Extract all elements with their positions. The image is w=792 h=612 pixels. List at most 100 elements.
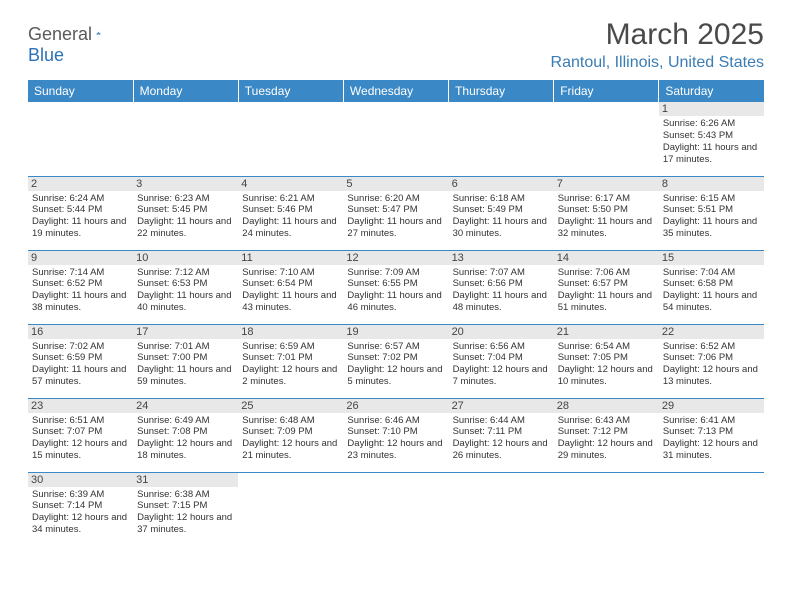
weekday-header: Monday	[133, 80, 238, 102]
day-details: Sunrise: 6:20 AMSunset: 5:47 PMDaylight:…	[347, 193, 444, 241]
day-number: 6	[449, 177, 554, 191]
calendar-day-cell: 13Sunrise: 7:07 AMSunset: 6:56 PMDayligh…	[449, 250, 554, 324]
day-details: Sunrise: 7:10 AMSunset: 6:54 PMDaylight:…	[242, 267, 339, 315]
calendar-day-cell: 12Sunrise: 7:09 AMSunset: 6:55 PMDayligh…	[343, 250, 448, 324]
calendar-day-cell: 28 Sunrise: 6:43 AMSunset: 7:12 PMDayligh…	[554, 398, 659, 472]
weekday-header: Friday	[554, 80, 659, 102]
calendar-day-cell: 25 Sunrise: 6:48 AMSunset: 7:09 PMDayligh…	[238, 398, 343, 472]
page-title: March 2025	[551, 18, 764, 52]
day-number: 29	[659, 399, 764, 413]
weekday-header: Saturday	[659, 80, 764, 102]
calendar-day-cell: 19 Sunrise: 6:57 AMSunset: 7:02 PMDayligh…	[343, 324, 448, 398]
calendar-day-cell: 16 Sunrise: 7:02 AMSunset: 6:59 PMDayligh…	[28, 324, 133, 398]
calendar-week-row: 9 Sunrise: 7:14 AMSunset: 6:52 PMDaylight…	[28, 250, 764, 324]
calendar-day-cell: 26 Sunrise: 6:46 AMSunset: 7:10 PMDayligh…	[343, 398, 448, 472]
calendar-day-cell	[238, 472, 343, 546]
day-number: 18	[238, 325, 343, 339]
day-number: 27	[449, 399, 554, 413]
day-number: 17	[133, 325, 238, 339]
calendar-day-cell: 17 Sunrise: 7:01 AMSunset: 7:00 PMDayligh…	[133, 324, 238, 398]
calendar-day-cell: 6 Sunrise: 6:18 AMSunset: 5:49 PMDaylight…	[449, 176, 554, 250]
day-details: Sunrise: 6:26 AMSunset: 5:43 PMDaylight:…	[663, 118, 760, 166]
calendar-day-cell: 20 Sunrise: 6:56 AMSunset: 7:04 PMDayligh…	[449, 324, 554, 398]
calendar-day-cell: 24 Sunrise: 6:49 AMSunset: 7:08 PMDayligh…	[133, 398, 238, 472]
day-details: Sunrise: 6:56 AMSunset: 7:04 PMDaylight:…	[453, 341, 550, 389]
day-details: Sunrise: 6:23 AMSunset: 5:45 PMDaylight:…	[137, 193, 234, 241]
logo-swoosh-icon	[96, 24, 102, 42]
day-details: Sunrise: 6:41 AMSunset: 7:13 PMDaylight:…	[663, 415, 760, 463]
calendar-day-cell: 23Sunrise: 6:51 AMSunset: 7:07 PMDayligh…	[28, 398, 133, 472]
day-details: Sunrise: 7:04 AMSunset: 6:58 PMDaylight:…	[663, 267, 760, 315]
calendar-day-cell	[28, 102, 133, 176]
calendar-day-cell	[554, 472, 659, 546]
calendar-day-cell: 18Sunrise: 6:59 AMSunset: 7:01 PMDayligh…	[238, 324, 343, 398]
day-number: 10	[133, 251, 238, 265]
day-details: Sunrise: 6:57 AMSunset: 7:02 PMDaylight:…	[347, 341, 444, 389]
day-details: Sunrise: 6:18 AMSunset: 5:49 PMDaylight:…	[453, 193, 550, 241]
header: General March 2025 Rantoul, Illinois, Un…	[28, 18, 764, 72]
day-number: 14	[554, 251, 659, 265]
calendar-day-cell: 11 Sunrise: 7:10 AMSunset: 6:54 PMDayligh…	[238, 250, 343, 324]
day-details: Sunrise: 7:02 AMSunset: 6:59 PMDaylight:…	[32, 341, 129, 389]
day-number: 11	[238, 251, 343, 265]
day-number: 3	[133, 177, 238, 191]
day-number: 23	[28, 399, 133, 413]
day-number: 19	[343, 325, 448, 339]
day-number: 28	[554, 399, 659, 413]
calendar-week-row: 1 Sunrise: 6:26 AMSunset: 5:43 PMDaylight…	[28, 102, 764, 176]
calendar-day-cell: 30 Sunrise: 6:39 AMSunset: 7:14 PMDayligh…	[28, 472, 133, 546]
day-number: 30	[28, 473, 133, 487]
calendar-day-cell: 1 Sunrise: 6:26 AMSunset: 5:43 PMDaylight…	[659, 102, 764, 176]
day-details: Sunrise: 6:38 AMSunset: 7:15 PMDaylight:…	[137, 489, 234, 537]
calendar-day-cell: 7 Sunrise: 6:17 AMSunset: 5:50 PMDaylight…	[554, 176, 659, 250]
calendar-day-cell: 5Sunrise: 6:20 AMSunset: 5:47 PMDaylight…	[343, 176, 448, 250]
calendar-day-cell: 10Sunrise: 7:12 AMSunset: 6:53 PMDayligh…	[133, 250, 238, 324]
calendar-day-cell	[343, 102, 448, 176]
calendar-day-cell	[343, 472, 448, 546]
calendar-day-cell: 9 Sunrise: 7:14 AMSunset: 6:52 PMDaylight…	[28, 250, 133, 324]
day-details: Sunrise: 7:06 AMSunset: 6:57 PMDaylight:…	[558, 267, 655, 315]
day-details: Sunrise: 7:14 AMSunset: 6:52 PMDaylight:…	[32, 267, 129, 315]
calendar-header-row: SundayMondayTuesdayWednesdayThursdayFrid…	[28, 80, 764, 102]
day-number: 22	[659, 325, 764, 339]
day-number: 7	[554, 177, 659, 191]
calendar-day-cell: 15 Sunrise: 7:04 AMSunset: 6:58 PMDayligh…	[659, 250, 764, 324]
day-details: Sunrise: 6:49 AMSunset: 7:08 PMDaylight:…	[137, 415, 234, 463]
day-number: 24	[133, 399, 238, 413]
day-number: 21	[554, 325, 659, 339]
calendar-day-cell	[449, 102, 554, 176]
day-number: 2	[28, 177, 133, 191]
calendar-day-cell: 31 Sunrise: 6:38 AMSunset: 7:15 PMDayligh…	[133, 472, 238, 546]
calendar-day-cell: 4Sunrise: 6:21 AMSunset: 5:46 PMDaylight…	[238, 176, 343, 250]
day-number: 26	[343, 399, 448, 413]
calendar-body: 1 Sunrise: 6:26 AMSunset: 5:43 PMDaylight…	[28, 102, 764, 546]
calendar-week-row: 30 Sunrise: 6:39 AMSunset: 7:14 PMDayligh…	[28, 472, 764, 546]
day-number: 1	[659, 102, 764, 116]
day-number: 20	[449, 325, 554, 339]
logo-text-part1: General	[28, 24, 92, 45]
day-details: Sunrise: 6:46 AMSunset: 7:10 PMDaylight:…	[347, 415, 444, 463]
calendar-day-cell: 3 Sunrise: 6:23 AMSunset: 5:45 PMDaylight…	[133, 176, 238, 250]
day-number: 25	[238, 399, 343, 413]
day-number: 13	[449, 251, 554, 265]
calendar-day-cell: 21Sunrise: 6:54 AMSunset: 7:05 PMDayligh…	[554, 324, 659, 398]
day-details: Sunrise: 6:17 AMSunset: 5:50 PMDaylight:…	[558, 193, 655, 241]
calendar-day-cell: 22Sunrise: 6:52 AMSunset: 7:06 PMDayligh…	[659, 324, 764, 398]
calendar-day-cell: 29 Sunrise: 6:41 AMSunset: 7:13 PMDayligh…	[659, 398, 764, 472]
day-number: 9	[28, 251, 133, 265]
day-details: Sunrise: 6:39 AMSunset: 7:14 PMDaylight:…	[32, 489, 129, 537]
calendar-week-row: 23Sunrise: 6:51 AMSunset: 7:07 PMDayligh…	[28, 398, 764, 472]
day-number: 15	[659, 251, 764, 265]
day-number: 8	[659, 177, 764, 191]
logo: General	[28, 24, 124, 45]
title-block: March 2025 Rantoul, Illinois, United Sta…	[551, 18, 764, 72]
day-number: 31	[133, 473, 238, 487]
day-number: 16	[28, 325, 133, 339]
logo-text-part2: Blue	[28, 45, 64, 65]
day-details: Sunrise: 7:01 AMSunset: 7:00 PMDaylight:…	[137, 341, 234, 389]
calendar-day-cell: 8Sunrise: 6:15 AMSunset: 5:51 PMDaylight…	[659, 176, 764, 250]
day-details: Sunrise: 6:48 AMSunset: 7:09 PMDaylight:…	[242, 415, 339, 463]
calendar-day-cell	[133, 102, 238, 176]
calendar-day-cell	[449, 472, 554, 546]
day-details: Sunrise: 6:43 AMSunset: 7:12 PMDaylight:…	[558, 415, 655, 463]
